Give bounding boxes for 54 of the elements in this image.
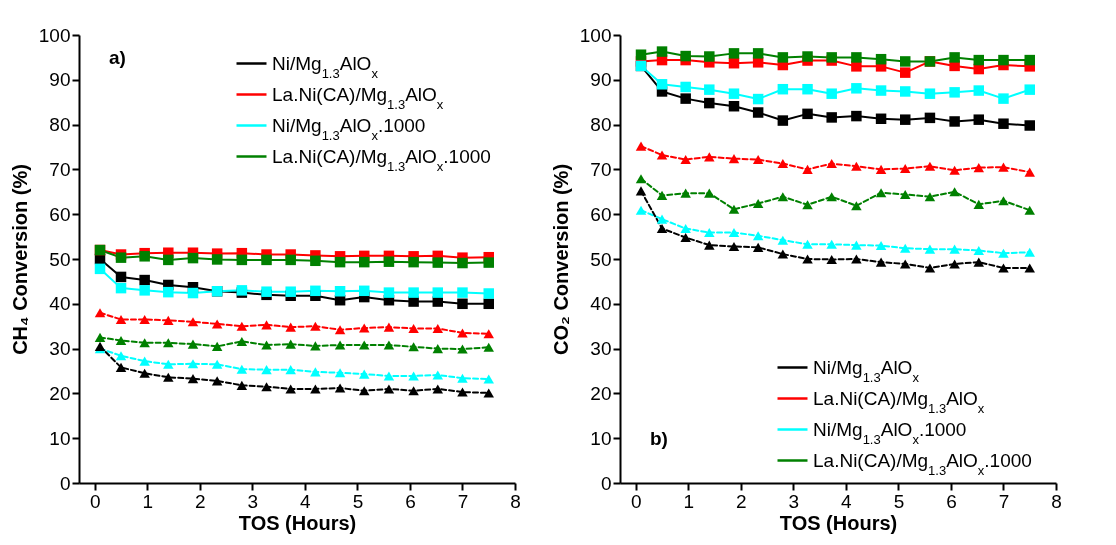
x-tick-label: 4 bbox=[300, 490, 312, 512]
y-tick-label: 10 bbox=[49, 427, 71, 449]
x-tick-label: 1 bbox=[683, 490, 695, 512]
legend-label: Ni/Mg$_{1.3}$AlO$_{x}$.1000 bbox=[813, 418, 967, 446]
y-tick-label: 80 bbox=[49, 114, 71, 136]
y-tick-label: 20 bbox=[49, 382, 71, 404]
y-tick-label: 50 bbox=[590, 248, 612, 270]
y-tick-label: 70 bbox=[49, 158, 71, 180]
y-tick-label: 60 bbox=[49, 203, 71, 225]
annotation: a) bbox=[109, 47, 126, 68]
legend-label: La.Ni(CA)/Mg$_{1.3}$AlO$_{x}$ bbox=[272, 83, 444, 111]
y-tick-label: 30 bbox=[590, 338, 612, 360]
x-tick-label: 3 bbox=[247, 490, 259, 512]
x-tick-label: 5 bbox=[352, 490, 364, 512]
x-tick-label: 5 bbox=[893, 490, 905, 512]
y-tick-label: 90 bbox=[590, 69, 612, 91]
y-tick-label: 30 bbox=[49, 338, 71, 360]
legend-label: La.Ni(CA)/Mg$_{1.3}$AlO$_{x}$.1000 bbox=[813, 449, 1032, 477]
x-tick-label: 2 bbox=[195, 490, 206, 512]
annotation: b) bbox=[650, 428, 668, 449]
y-tick-label: 100 bbox=[579, 24, 612, 46]
y-tick-label: 20 bbox=[590, 382, 612, 404]
x-tick-label: 2 bbox=[736, 490, 747, 512]
y-tick-label: 100 bbox=[38, 24, 71, 46]
x-tick-label: 6 bbox=[405, 490, 416, 512]
x-tick-label: 7 bbox=[457, 490, 469, 512]
y-tick-label: 50 bbox=[49, 248, 71, 270]
y-tick-label: 40 bbox=[49, 293, 71, 315]
y-tick-label: 10 bbox=[590, 427, 612, 449]
x-tick-label: 8 bbox=[510, 490, 521, 512]
x-tick-label: 0 bbox=[630, 490, 642, 512]
legend-label: Ni/Mg$_{1.3}$AlO$_{x}$.1000 bbox=[272, 114, 426, 142]
legend-label: La.Ni(CA)/Mg$_{1.3}$AlO$_{x}$.1000 bbox=[272, 145, 491, 173]
y-tick-label: 40 bbox=[590, 293, 612, 315]
y-axis-title: CH₄ Conversion (%) bbox=[8, 164, 31, 355]
x-tick-label: 3 bbox=[788, 490, 800, 512]
y-tick-label: 60 bbox=[590, 203, 612, 225]
x-tick-label: 8 bbox=[1051, 490, 1062, 512]
y-tick-label: 70 bbox=[590, 158, 612, 180]
x-axis-title: TOS (Hours) bbox=[779, 511, 898, 534]
y-tick-label: 80 bbox=[590, 114, 612, 136]
x-axis-title: TOS (Hours) bbox=[238, 511, 357, 534]
y-axis-title: CO₂ Conversion (%) bbox=[549, 163, 572, 356]
x-tick-label: 0 bbox=[89, 490, 101, 512]
x-tick-label: 4 bbox=[841, 490, 853, 512]
legend-label: Ni/Mg$_{1.3}$AlO$_{x}$ bbox=[813, 356, 920, 384]
x-tick-label: 7 bbox=[998, 490, 1010, 512]
y-tick-label: 0 bbox=[59, 472, 71, 494]
x-tick-label: 1 bbox=[142, 490, 154, 512]
legend-label: Ni/Mg$_{1.3}$AlO$_{x}$ bbox=[272, 52, 379, 80]
y-tick-label: 90 bbox=[49, 69, 71, 91]
y-tick-label: 0 bbox=[600, 472, 612, 494]
legend-label: La.Ni(CA)/Mg$_{1.3}$AlO$_{x}$ bbox=[813, 387, 985, 415]
x-tick-label: 6 bbox=[946, 490, 957, 512]
